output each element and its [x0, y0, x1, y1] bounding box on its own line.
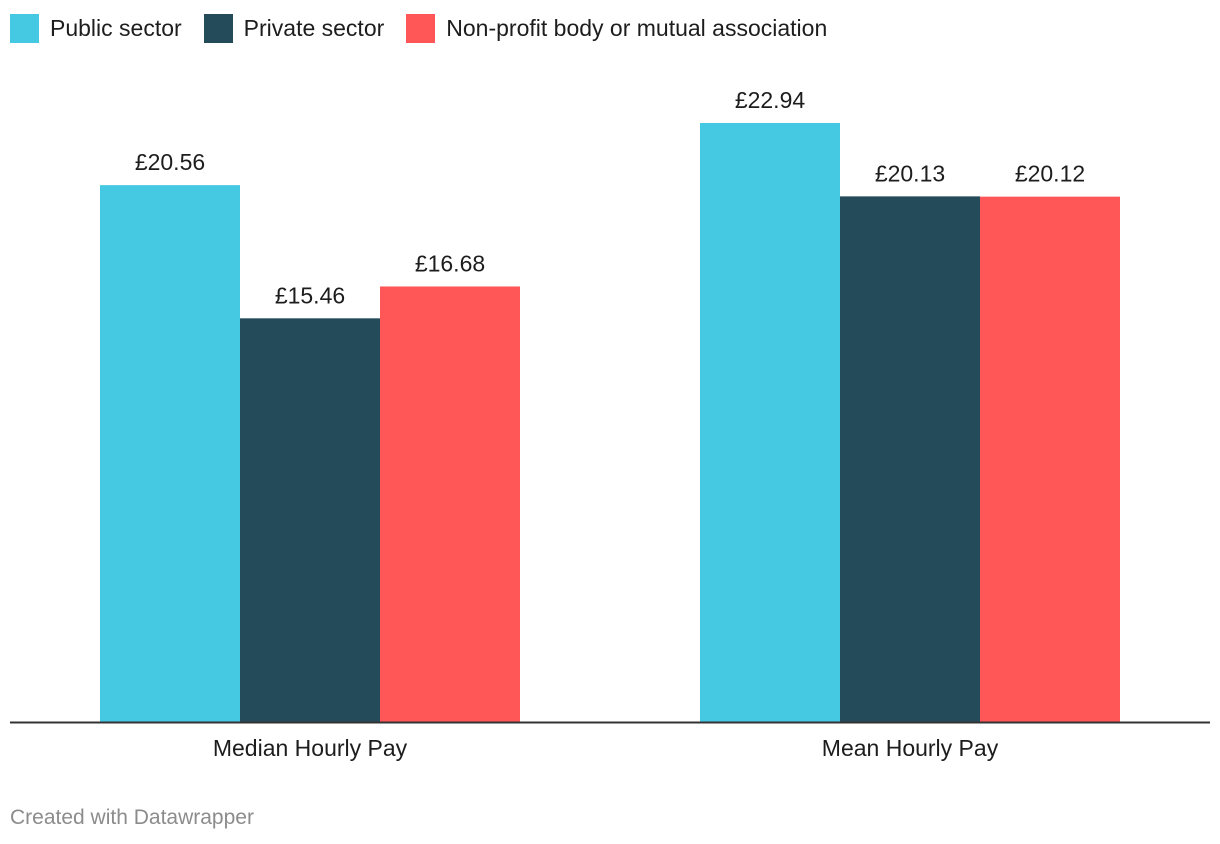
bar-median-hourly-pay-1: [240, 318, 380, 722]
legend: Public sector Private sector Non-profit …: [10, 12, 849, 44]
legend-item-non-profit: Non-profit body or mutual association: [406, 13, 827, 43]
data-label: £16.68: [415, 250, 485, 276]
legend-swatch-public-sector: [10, 13, 39, 43]
legend-label-non-profit: Non-profit body or mutual association: [446, 15, 828, 41]
bar-median-hourly-pay-2: [380, 286, 520, 722]
x-tick-label: Mean Hourly Pay: [822, 735, 999, 761]
bar-mean-hourly-pay-2: [980, 196, 1120, 722]
bar-mean-hourly-pay-0: [700, 123, 840, 722]
legend-label-public-sector: Public sector: [50, 15, 182, 41]
legend-item-private-sector: Private sector: [203, 13, 385, 43]
bar-mean-hourly-pay-1: [840, 196, 980, 722]
data-label: £20.12: [1015, 161, 1085, 187]
legend-swatch-private-sector: [203, 13, 233, 43]
data-label: £20.13: [875, 160, 945, 186]
data-label: £22.94: [735, 87, 806, 113]
legend-label-private-sector: Private sector: [243, 15, 385, 41]
bar-median-hourly-pay-0: [100, 185, 240, 722]
legend-swatch-non-profit: [406, 13, 436, 43]
data-label: £20.56: [135, 149, 205, 175]
data-label: £15.46: [275, 282, 345, 308]
legend-item-public-sector: Public sector: [10, 13, 182, 43]
x-tick-label: Median Hourly Pay: [213, 735, 408, 761]
footer-credit: Created with Datawrapper: [10, 806, 254, 829]
